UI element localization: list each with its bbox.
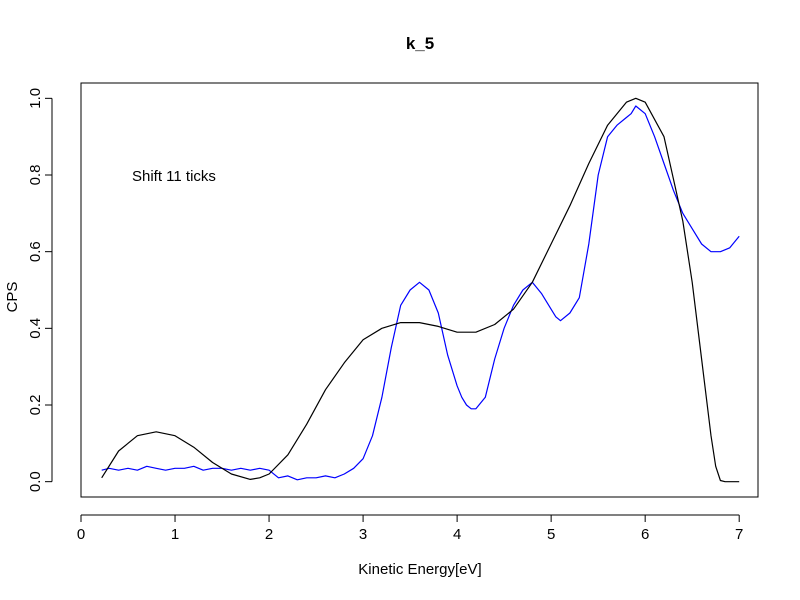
y-tick-label: 0.8	[27, 165, 44, 186]
y-tick-label: 0.6	[27, 241, 44, 262]
plot-frame	[80, 82, 759, 498]
axes: 0 1 2 3 4 5 6 7 0.0 0.2 0.4 0.6 0.8 1.0	[27, 88, 743, 543]
y-tick-label: 0.0	[27, 471, 44, 492]
annotation-text: Shift 11 ticks	[132, 168, 216, 185]
x-axis-label: Kinetic Energy[eV]	[358, 561, 481, 578]
x-tick-label: 7	[735, 526, 743, 543]
x-tick-label: 5	[547, 526, 555, 543]
series-line-2	[101, 97, 740, 483]
chart-title: k_5	[406, 34, 434, 53]
x-tick-label: 1	[171, 526, 179, 543]
x-tick-label: 3	[359, 526, 367, 543]
plot-lines	[101, 97, 740, 483]
y-tick-label: 1.0	[27, 88, 44, 109]
x-tick-label: 6	[641, 526, 649, 543]
series-line-1	[101, 105, 740, 481]
x-tick-label: 4	[453, 526, 461, 543]
y-tick-label: 0.4	[27, 318, 44, 339]
y-axis-label: CPS	[4, 282, 21, 313]
x-tick-label: 0	[77, 526, 85, 543]
x-tick-label: 2	[265, 526, 273, 543]
y-tick-label: 0.2	[27, 395, 44, 416]
